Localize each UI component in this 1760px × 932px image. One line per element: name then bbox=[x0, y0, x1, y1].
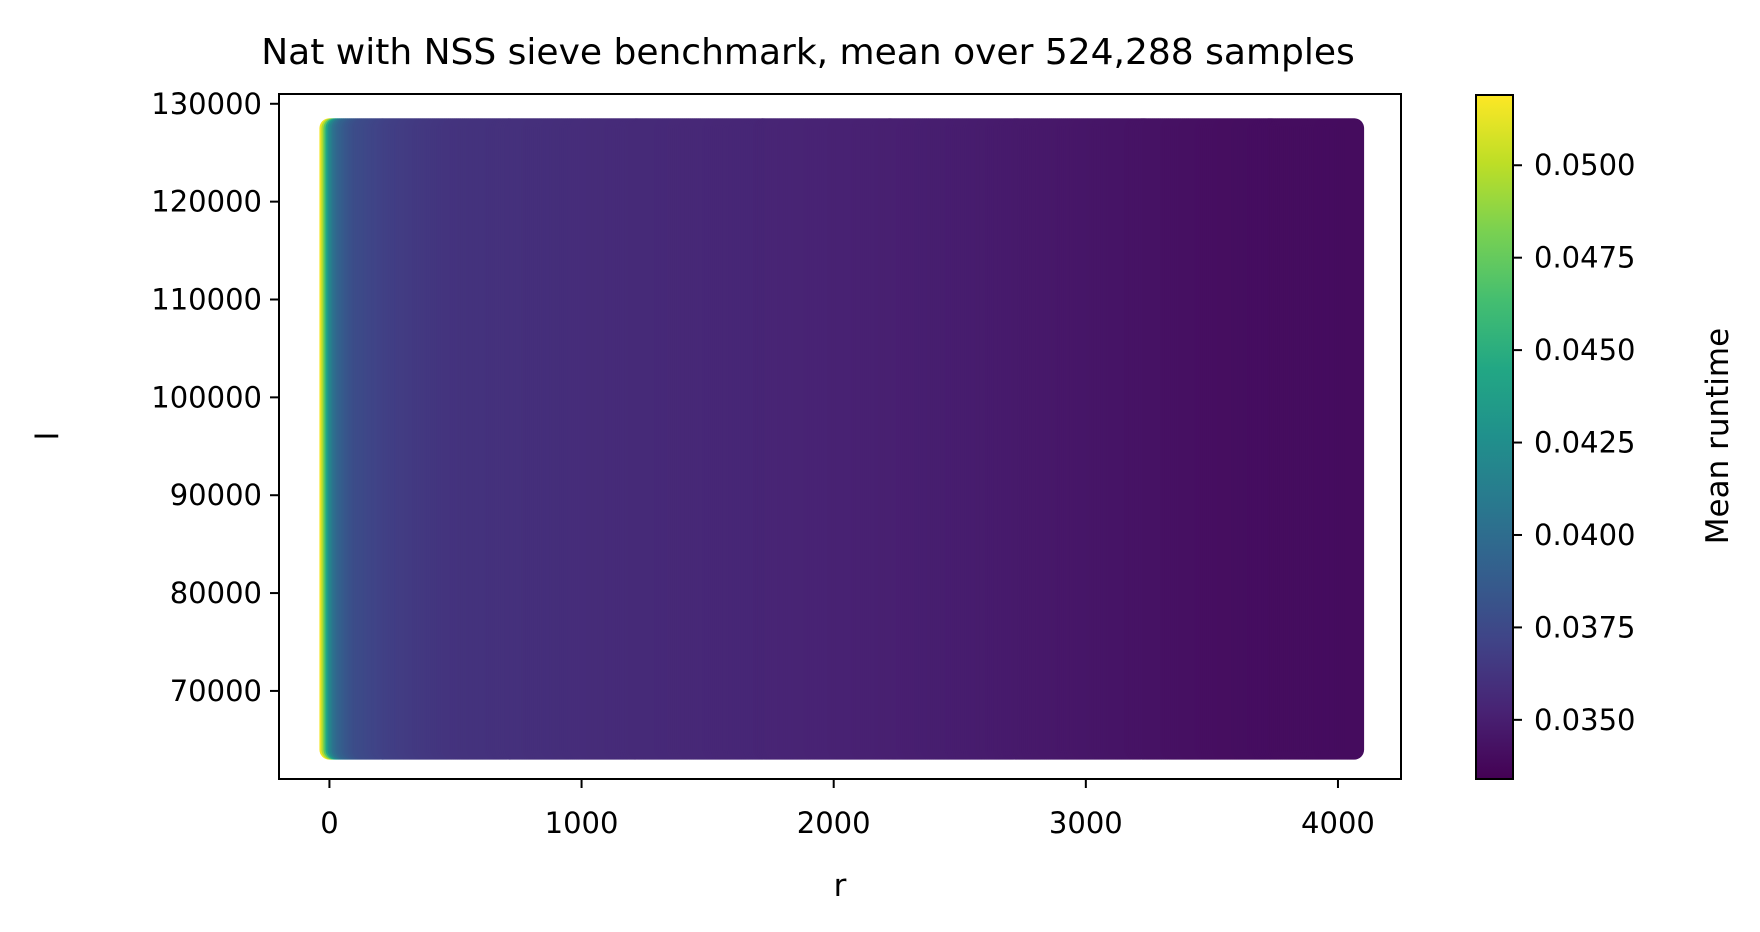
scatter-points bbox=[319, 118, 1365, 760]
colorbar-tick-label: 0.0350 bbox=[1534, 703, 1635, 737]
colorbar-frame bbox=[1475, 94, 1514, 780]
x-axis-label: r bbox=[834, 868, 847, 904]
y-axis-label: l bbox=[30, 432, 66, 441]
y-axis: 70000 80000 90000 100000 110000 120000 130000 bbox=[151, 87, 279, 708]
colorbar: 0.0350 0.0375 0.0400 0.0425 0.0450 0.0475 0.05… bbox=[1475, 94, 1736, 780]
chart-title: Nat with NSS sieve benchmark, mean over … bbox=[261, 32, 1355, 73]
y-tick-label: 130000 bbox=[151, 87, 262, 121]
colorbar-tick-label: 0.0375 bbox=[1534, 610, 1635, 644]
colorbar-gradient bbox=[1476, 95, 1513, 779]
y-tick-label: 110000 bbox=[151, 283, 262, 317]
x-tick-label: 0 bbox=[320, 806, 338, 840]
y-tick-label: 90000 bbox=[170, 478, 262, 512]
x-tick-label: 3000 bbox=[1049, 806, 1123, 840]
x-axis: 0 1000 2000 3000 4000 bbox=[320, 779, 1375, 840]
y-tick-label: 120000 bbox=[151, 185, 262, 219]
colorbar-tick-label: 0.0500 bbox=[1534, 148, 1635, 182]
colorbar-ticks: 0.0350 0.0375 0.0400 0.0425 0.0450 0.0475 0.05… bbox=[1513, 148, 1635, 737]
colorbar-tick-label: 0.0425 bbox=[1534, 426, 1635, 460]
x-tick-label: 4000 bbox=[1301, 806, 1375, 840]
colorbar-label: Mean runtime bbox=[1700, 328, 1736, 544]
colorbar-tick-label: 0.0450 bbox=[1534, 333, 1635, 367]
x-tick-label: 2000 bbox=[797, 806, 871, 840]
y-tick-label: 80000 bbox=[170, 576, 262, 610]
colorbar-tick-label: 0.0475 bbox=[1534, 241, 1635, 275]
x-tick-label: 1000 bbox=[545, 806, 619, 840]
plot-frame bbox=[278, 93, 1402, 780]
colorbar-tick-label: 0.0400 bbox=[1534, 518, 1635, 552]
y-tick-label: 70000 bbox=[170, 674, 262, 708]
y-tick-label: 100000 bbox=[151, 380, 262, 414]
